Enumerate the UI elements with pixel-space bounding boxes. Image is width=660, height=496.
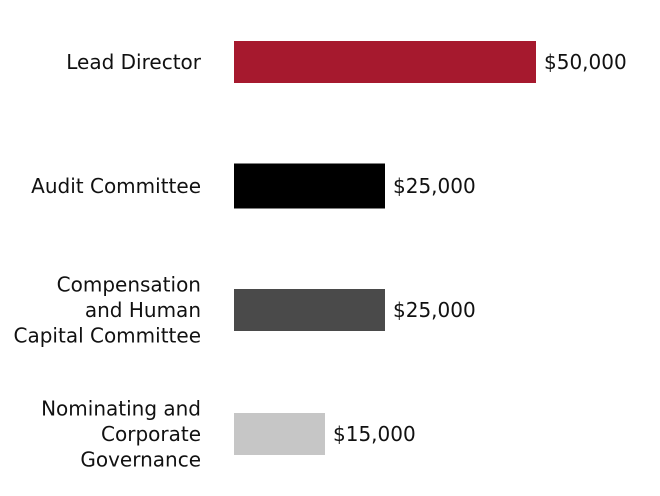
category-label-0-line-0: Lead Director [66, 50, 202, 74]
bar-3 [234, 413, 325, 455]
category-label-2-line-1: and Human [85, 298, 201, 322]
bar-1 [234, 163, 385, 209]
bar-0 [234, 41, 536, 83]
bar-2 [234, 289, 385, 331]
value-label-1: $25,000 [393, 174, 476, 198]
value-label-0: $50,000 [544, 50, 627, 74]
category-label-2-line-2: Capital Committee [14, 324, 202, 348]
bars-group [234, 41, 536, 455]
category-label-1-line-0: Audit Committee [31, 174, 201, 198]
category-label-3-line-0: Nominating and [41, 397, 201, 421]
category-labels-group: Lead Director Audit Committee Compensation… [14, 50, 202, 472]
value-label-3: $15,000 [333, 422, 416, 446]
category-label-2-line-0: Compensation [57, 273, 201, 297]
category-label-3-line-1: Corporate [101, 422, 201, 446]
category-label-3-line-2: Governance [80, 448, 201, 472]
value-label-2: $25,000 [393, 298, 476, 322]
value-labels-group: $50,000 $25,000 $25,000 $15,000 [333, 50, 627, 446]
